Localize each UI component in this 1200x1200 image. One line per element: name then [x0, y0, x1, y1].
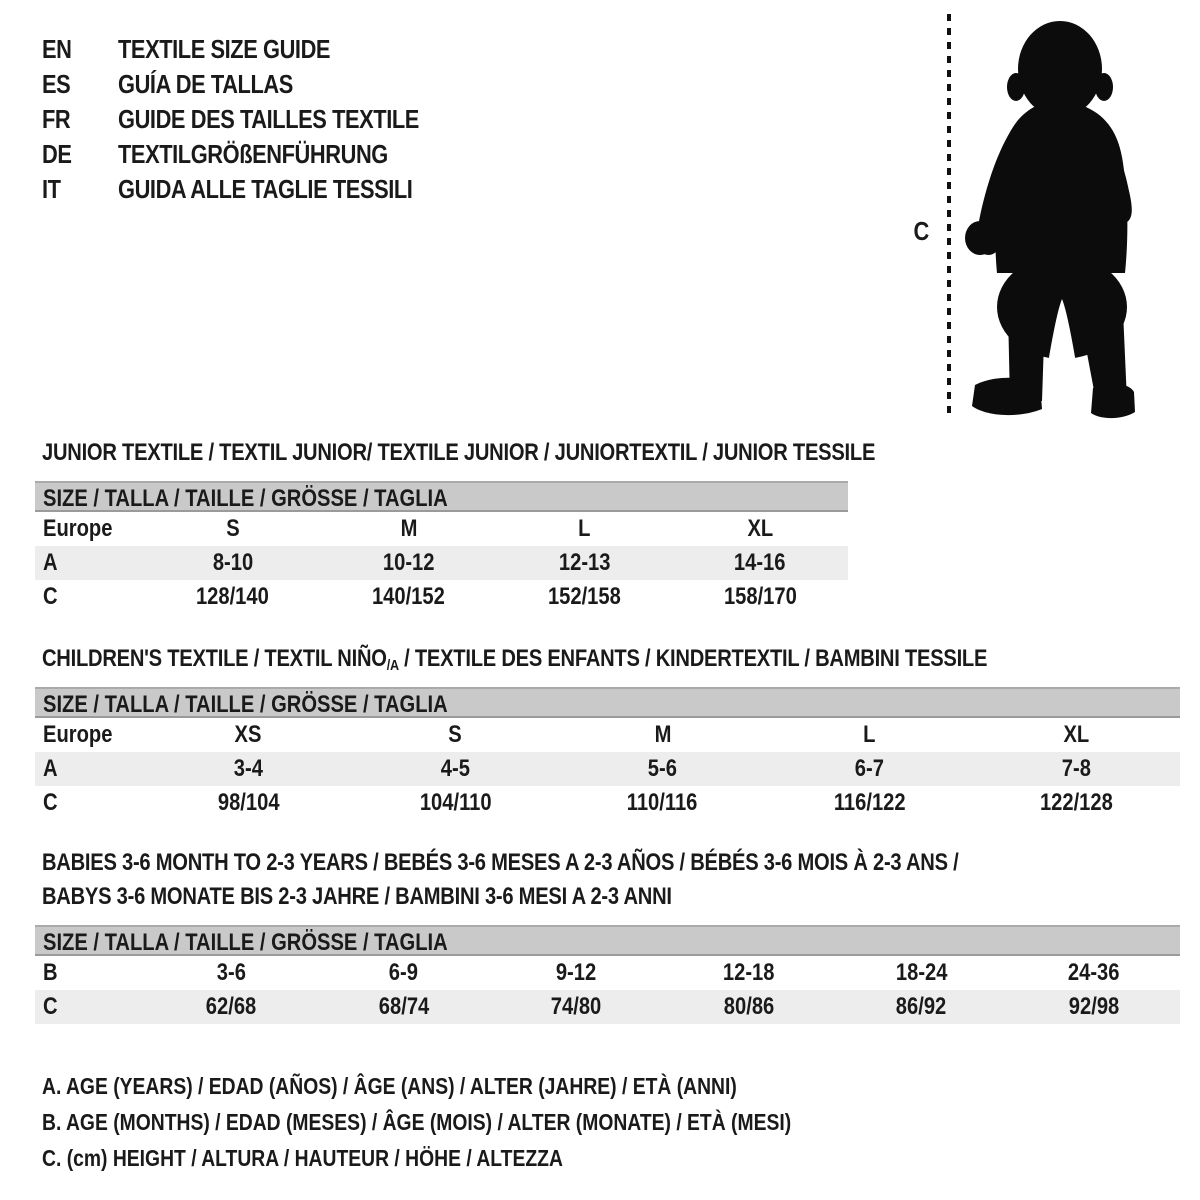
age-cell: 3-4	[233, 755, 264, 782]
junior-table-title: JUNIOR TEXTILE / TEXTIL JUNIOR/ TEXTILE …	[42, 439, 876, 466]
months-cell: 6-9	[389, 959, 419, 986]
title-subscript: /A	[386, 657, 399, 674]
language-code: ES	[42, 69, 71, 99]
table-row-age: A 8-10 10-12 12-13 14-16	[35, 546, 848, 580]
height-cell: 80/86	[723, 993, 774, 1020]
babies-size-table: SIZE / TALLA / TAILLE / GRÖSSE / TAGLIA …	[35, 925, 1180, 1024]
size-cell: XS	[235, 721, 262, 748]
language-title: GUIDE DES TAILLES TEXTILE	[118, 104, 419, 134]
age-cell: 14-16	[734, 549, 786, 576]
size-cell: XL	[1063, 721, 1090, 748]
height-cell: 158/170	[723, 583, 797, 610]
months-cell: 9-12	[556, 959, 597, 986]
language-code: DE	[42, 139, 72, 169]
language-row: IT GUIDA ALLE TAGLIE TESSILI	[42, 172, 476, 207]
height-measure-dotted-line	[947, 14, 951, 416]
row-label: A	[43, 755, 58, 782]
size-cell: L	[863, 721, 876, 748]
table-row-height: C 98/104 104/110 110/116 116/122 122/128	[35, 786, 1180, 820]
size-header-row: SIZE / TALLA / TAILLE / GRÖSSE / TAGLIA	[35, 481, 848, 512]
height-measure-label: C	[913, 216, 930, 246]
height-cell: 86/92	[896, 993, 947, 1020]
children-size-table: SIZE / TALLA / TAILLE / GRÖSSE / TAGLIA …	[35, 687, 1180, 820]
row-label: B	[43, 959, 58, 986]
months-cell: 24-36	[1067, 959, 1120, 986]
months-cell: 18-24	[895, 959, 948, 986]
legend-line-age-months: B. AGE (MONTHS) / EDAD (MESES) / ÂGE (MO…	[42, 1108, 792, 1135]
size-cell: XL	[747, 515, 773, 542]
months-cell: 12-18	[722, 959, 775, 986]
height-cell: 62/68	[206, 993, 257, 1020]
row-label: C	[43, 993, 58, 1020]
language-code: EN	[42, 34, 72, 64]
row-label: Europe	[43, 515, 113, 542]
language-title: GUÍA DE TALLAS	[118, 69, 293, 99]
measurement-legend: A. AGE (YEARS) / EDAD (AÑOS) / ÂGE (ANS)…	[42, 1068, 934, 1176]
age-cell: 6-7	[854, 755, 885, 782]
age-cell: 7-8	[1061, 755, 1092, 782]
table-row-age: A 3-4 4-5 5-6 6-7 7-8	[35, 752, 1180, 786]
height-cell: 140/152	[372, 583, 446, 610]
row-label: A	[43, 549, 58, 576]
language-title: GUIDA ALLE TAGLIE TESSILI	[118, 174, 413, 204]
row-label: C	[43, 789, 58, 816]
height-cell: 74/80	[551, 993, 602, 1020]
language-row: ES GUÍA DE TALLAS	[42, 67, 476, 102]
babies-table-title: BABIES 3-6 MONTH TO 2-3 YEARS / BEBÉS 3-…	[42, 849, 959, 910]
age-cell: 10-12	[382, 549, 435, 576]
size-header-row: SIZE / TALLA / TAILLE / GRÖSSE / TAGLIA	[35, 925, 1180, 956]
row-label: C	[43, 583, 58, 610]
row-label: Europe	[43, 721, 113, 748]
language-code: FR	[42, 104, 71, 134]
size-cell: M	[654, 721, 671, 748]
legend-line-age-years: A. AGE (YEARS) / EDAD (AÑOS) / ÂGE (ANS)…	[42, 1072, 737, 1099]
language-title: TEXTILGRÖßENFÜHRUNG	[118, 139, 388, 169]
language-code: IT	[42, 174, 61, 204]
size-cell: L	[578, 515, 591, 542]
size-cell: S	[448, 721, 463, 748]
table-row-height: C 62/68 68/74 74/80 80/86 86/92 92/98	[35, 990, 1180, 1024]
size-cell: M	[400, 515, 418, 542]
children-table-title: CHILDREN'S TEXTILE / TEXTIL NIÑO/A / TEX…	[42, 645, 988, 674]
age-cell: 12-13	[558, 549, 611, 576]
height-cell: 68/74	[378, 993, 429, 1020]
height-cell: 116/122	[833, 789, 906, 816]
age-cell: 5-6	[647, 755, 678, 782]
height-cell: 122/128	[1040, 789, 1113, 816]
table-row-height: C 128/140 140/152 152/158 158/170	[35, 580, 848, 614]
height-cell: 128/140	[196, 583, 270, 610]
height-cell: 104/110	[419, 789, 492, 816]
language-row: FR GUIDE DES TAILLES TEXTILE	[42, 102, 476, 137]
height-cell: 152/158	[547, 583, 621, 610]
table-row-europe: Europe XS S M L XL	[35, 718, 1180, 752]
language-row: EN TEXTILE SIZE GUIDE	[42, 32, 476, 67]
age-cell: 4-5	[440, 755, 471, 782]
language-title: TEXTILE SIZE GUIDE	[118, 34, 331, 64]
months-cell: 3-6	[216, 959, 246, 986]
height-cell: 98/104	[217, 789, 280, 816]
age-cell: 8-10	[212, 549, 254, 576]
table-row-age-months: B 3-6 6-9 9-12 12-18 18-24 24-36	[35, 956, 1180, 990]
language-row: DE TEXTILGRÖßENFÜHRUNG	[42, 137, 476, 172]
height-cell: 92/98	[1068, 993, 1119, 1020]
legend-line-height-cm: C. (cm) HEIGHT / ALTURA / HAUTEUR / HÖHE…	[42, 1144, 563, 1171]
size-cell: S	[226, 515, 240, 542]
height-cell: 110/116	[627, 789, 698, 816]
junior-size-table: SIZE / TALLA / TAILLE / GRÖSSE / TAGLIA …	[35, 481, 848, 614]
size-header-row: SIZE / TALLA / TAILLE / GRÖSSE / TAGLIA	[35, 687, 1180, 718]
language-title-list: EN TEXTILE SIZE GUIDE ES GUÍA DE TALLAS …	[42, 32, 476, 207]
baby-silhouette-icon	[965, 21, 1135, 419]
table-row-europe: Europe S M L XL	[35, 512, 848, 546]
